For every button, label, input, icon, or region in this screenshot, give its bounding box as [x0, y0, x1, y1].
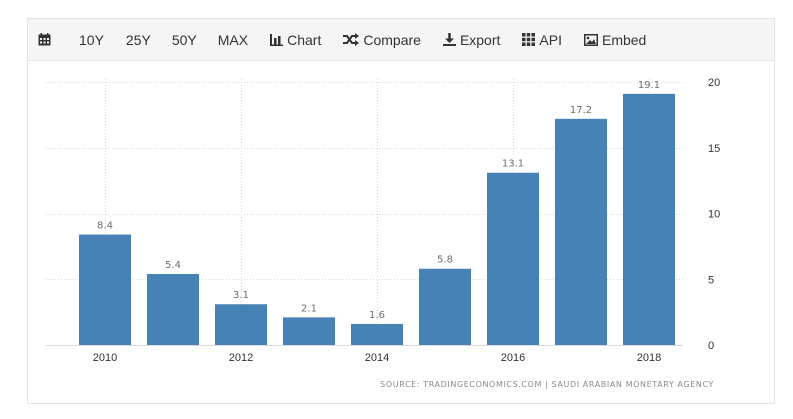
compare-label: Compare — [363, 31, 421, 48]
download-icon — [442, 33, 456, 46]
range-25y-button[interactable]: 25Y — [126, 19, 151, 60]
data-label-2010: 8.4 — [97, 221, 113, 232]
x-tick-label: 2018 — [637, 352, 661, 364]
range-max-button[interactable]: MAX — [218, 19, 248, 60]
range-10y-label: 10Y — [79, 31, 104, 48]
data-label-2016: 13.1 — [502, 159, 524, 170]
y-tick-label: 0 — [708, 340, 714, 352]
range-max-label: MAX — [217, 31, 249, 48]
export-button[interactable]: Export — [442, 19, 501, 60]
chart-panel: 10Y 25Y 50Y MAX Chart — [27, 18, 775, 404]
bar-2014 — [351, 323, 403, 345]
bar-2018 — [623, 93, 675, 346]
calendar-button[interactable] — [38, 19, 55, 60]
embed-label: Embed — [601, 31, 647, 48]
bar-2017 — [555, 118, 607, 345]
x-tick-label: 2014 — [365, 352, 389, 364]
source-text: SOURCE: TRADINGECONOMICS.COM | SAUDI ARA… — [380, 380, 714, 389]
api-label: API — [539, 31, 562, 48]
bar-2011 — [147, 273, 199, 345]
range-50y-button[interactable]: 50Y — [172, 19, 197, 60]
compare-button[interactable]: Compare — [343, 19, 421, 60]
shuffle-icon — [343, 33, 360, 46]
data-label-2014: 1.6 — [369, 310, 385, 321]
chart-type-label: Chart — [287, 31, 322, 48]
bar-2015 — [419, 268, 471, 345]
embed-button[interactable]: Embed — [583, 19, 647, 60]
data-label-2018: 19.1 — [638, 80, 660, 91]
chart-toolbar: 10Y 25Y 50Y MAX Chart — [28, 19, 774, 61]
bar-2010 — [79, 234, 131, 345]
bar-2013 — [283, 317, 335, 345]
y-tick-label: 20 — [708, 77, 720, 89]
x-tick-label: 2010 — [93, 352, 117, 364]
api-button[interactable]: API — [522, 19, 562, 60]
data-label-2011: 5.4 — [165, 260, 181, 271]
y-tick-label: 5 — [708, 274, 714, 286]
data-label-2012: 3.1 — [233, 290, 249, 301]
bar-2016 — [487, 172, 539, 345]
range-50y-label: 50Y — [171, 31, 197, 48]
y-tick-label: 15 — [708, 143, 720, 155]
grid-icon — [522, 33, 536, 46]
data-label-2015: 5.8 — [437, 255, 453, 266]
data-label-2017: 17.2 — [570, 105, 592, 116]
range-25y-label: 25Y — [125, 31, 151, 48]
bar-chart-icon — [270, 33, 284, 46]
bar-2012 — [215, 304, 267, 345]
range-10y-button[interactable]: 10Y — [79, 19, 104, 60]
image-icon — [583, 33, 598, 46]
y-tick-label: 10 — [708, 209, 720, 221]
data-label-2013: 2.1 — [301, 303, 317, 314]
bar-chart: 0 5 10 15 20 8.4 5.4 3.1 2.1 1.6 5.8 13.1 17.2 19.1 20… — [46, 77, 720, 364]
calendar-icon — [38, 33, 51, 46]
export-label: Export — [459, 31, 501, 48]
x-tick-label: 2016 — [501, 352, 525, 364]
x-tick-label: 2012 — [229, 352, 253, 364]
chart-type-button[interactable]: Chart — [270, 19, 321, 60]
